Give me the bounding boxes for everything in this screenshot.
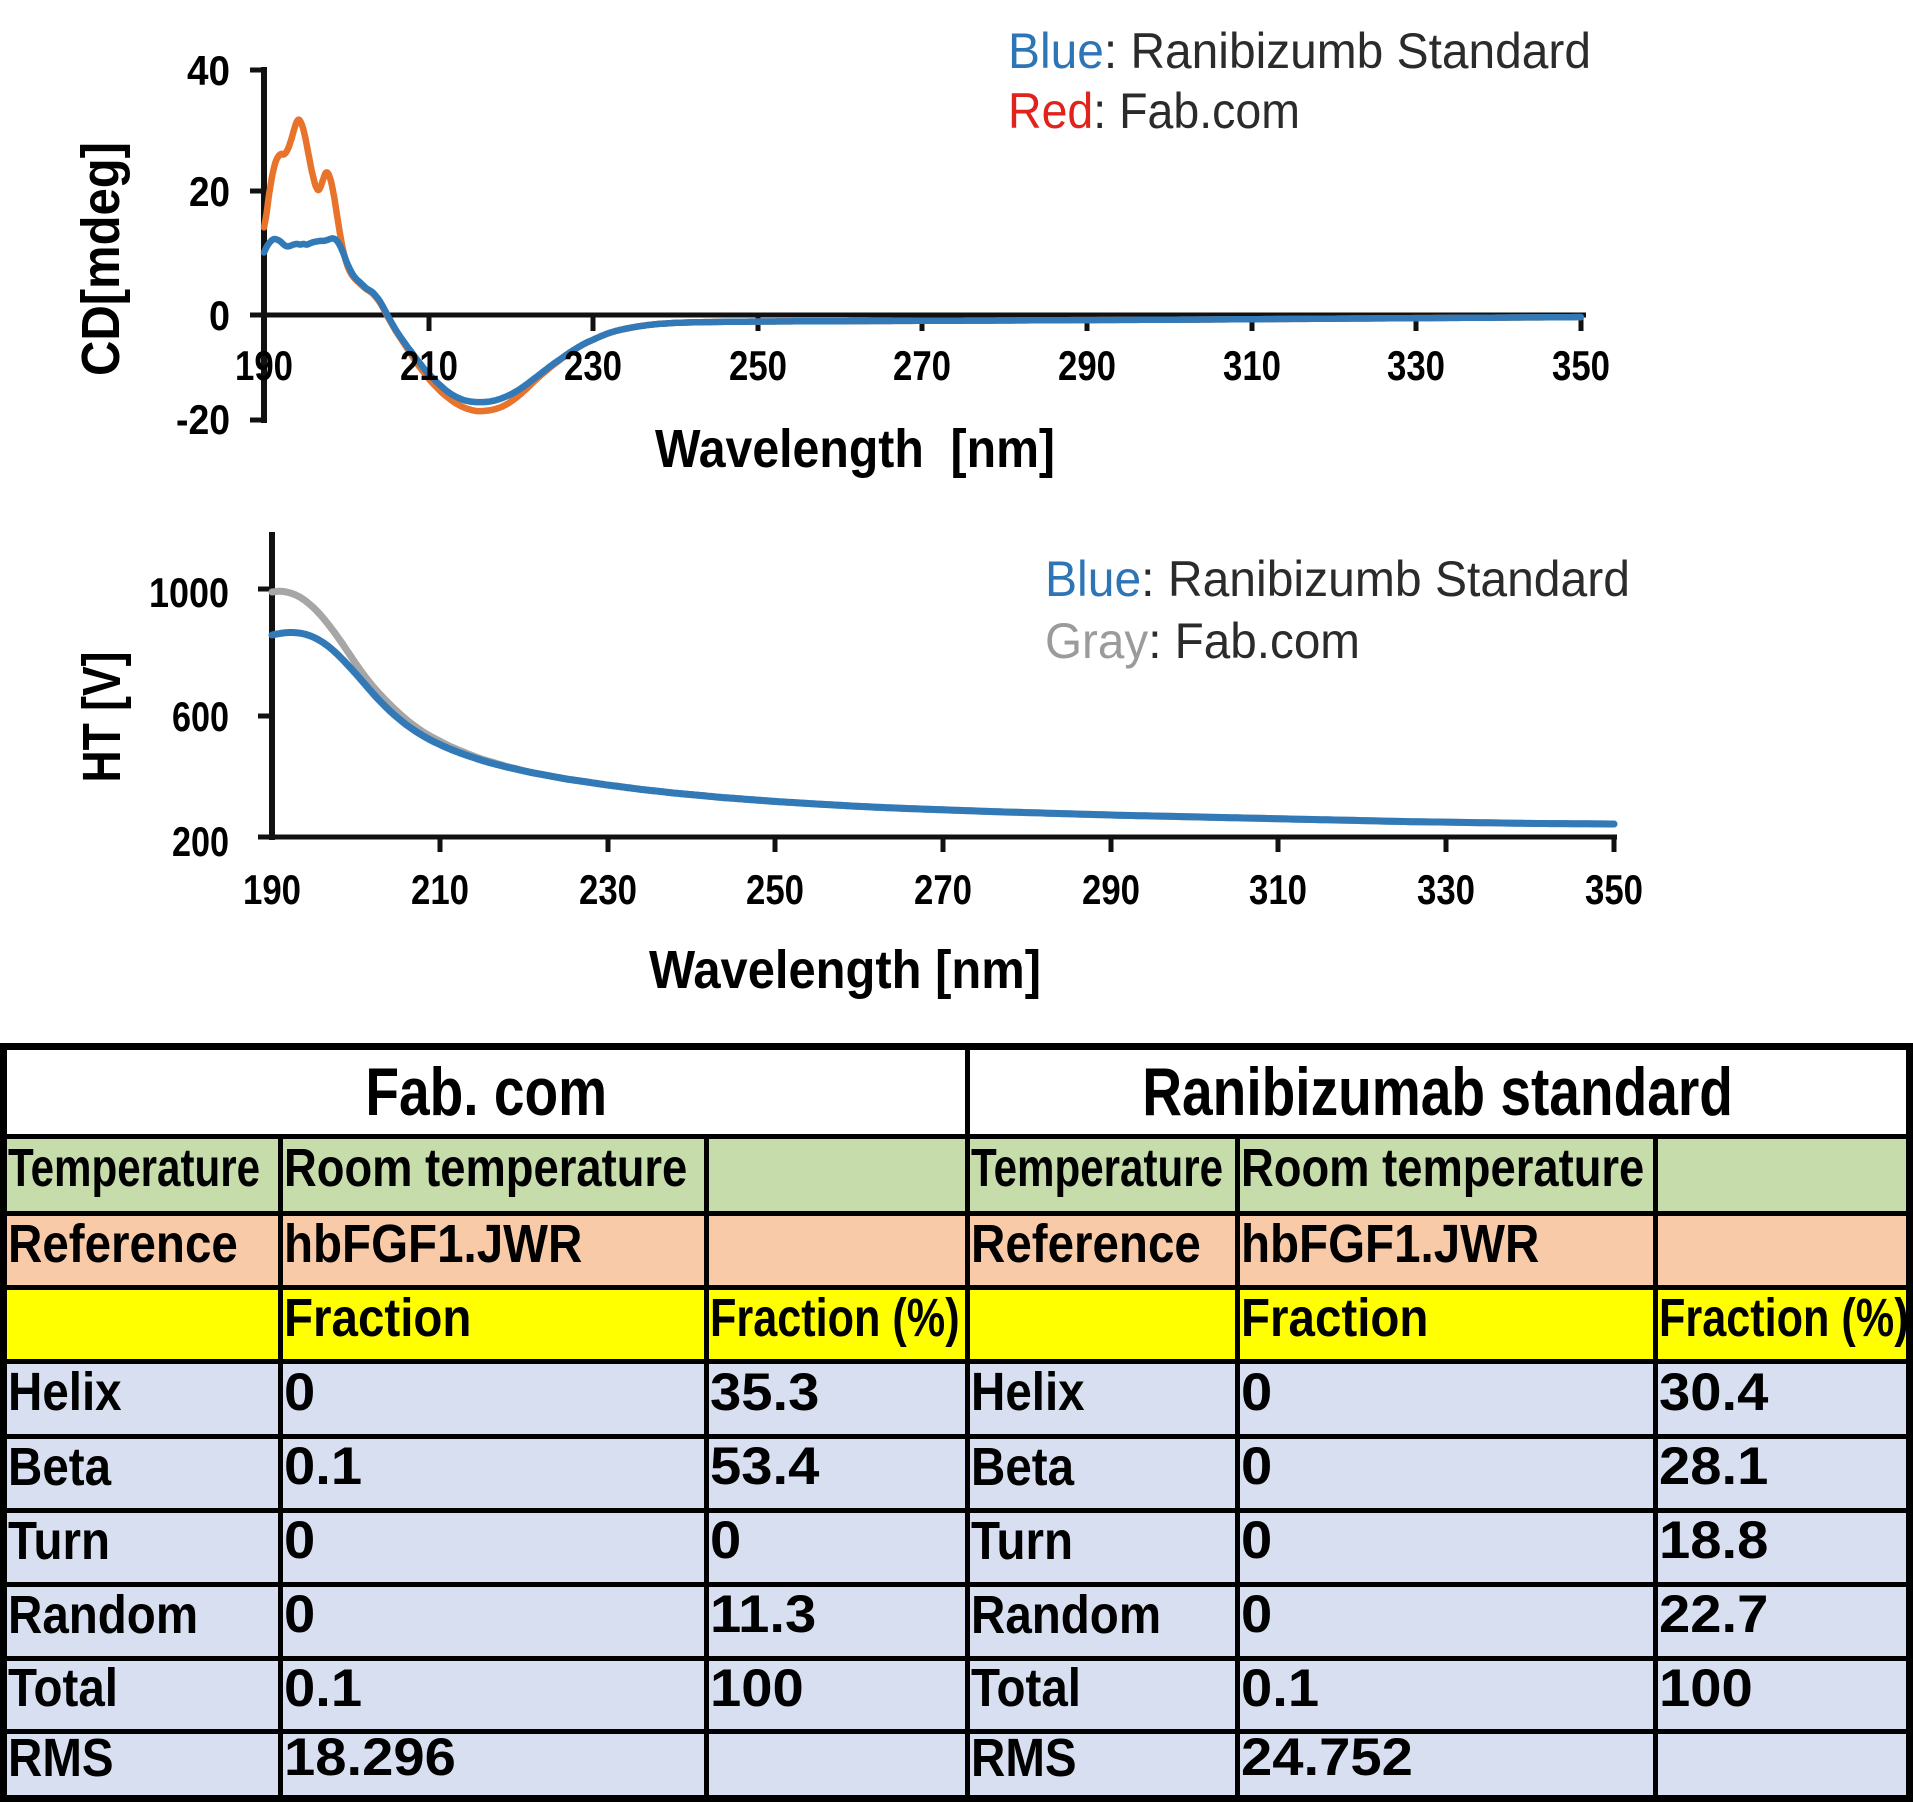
svg-text:290: 290 [1058,342,1116,389]
svg-text:290: 290 [1082,866,1140,913]
svg-text:1000: 1000 [149,569,229,616]
svg-text:330: 330 [1417,866,1475,913]
svg-text:Blue: Ranibizumb Standard: Blue: Ranibizumb Standard [1045,551,1630,607]
svg-text:-20: -20 [176,396,230,443]
svg-text:350: 350 [1552,342,1610,389]
svg-text:190: 190 [235,342,293,389]
svg-text:230: 230 [579,866,637,913]
svg-text:200: 200 [172,818,229,865]
svg-text:310: 310 [1249,866,1307,913]
svg-text:330: 330 [1387,342,1445,389]
svg-text:270: 270 [914,866,972,913]
svg-text:CD[mdeg]: CD[mdeg] [71,142,131,376]
svg-text:0: 0 [209,292,230,339]
svg-text:210: 210 [400,342,458,389]
svg-text:Wavelength [nm]: Wavelength [nm] [649,940,1041,1000]
svg-text:Blue: Ranibizumb Standard: Blue: Ranibizumb Standard [1008,23,1591,79]
svg-text:310: 310 [1223,342,1281,389]
svg-text:250: 250 [729,342,787,389]
svg-text:Gray: Fab.com: Gray: Fab.com [1045,613,1360,669]
svg-text:Red: Fab.com: Red: Fab.com [1008,83,1300,139]
svg-text:230: 230 [564,342,622,389]
svg-text:250: 250 [746,866,804,913]
svg-text:Wavelength [nm]: Wavelength [nm] [655,419,1055,479]
svg-text:40: 40 [187,47,230,94]
svg-text:190: 190 [243,866,301,913]
svg-text:20: 20 [189,168,230,215]
svg-text:270: 270 [893,342,951,389]
svg-text:600: 600 [172,693,229,740]
svg-text:210: 210 [411,866,469,913]
svg-text:HT [V]: HT [V] [72,652,132,783]
svg-text:350: 350 [1585,866,1643,913]
